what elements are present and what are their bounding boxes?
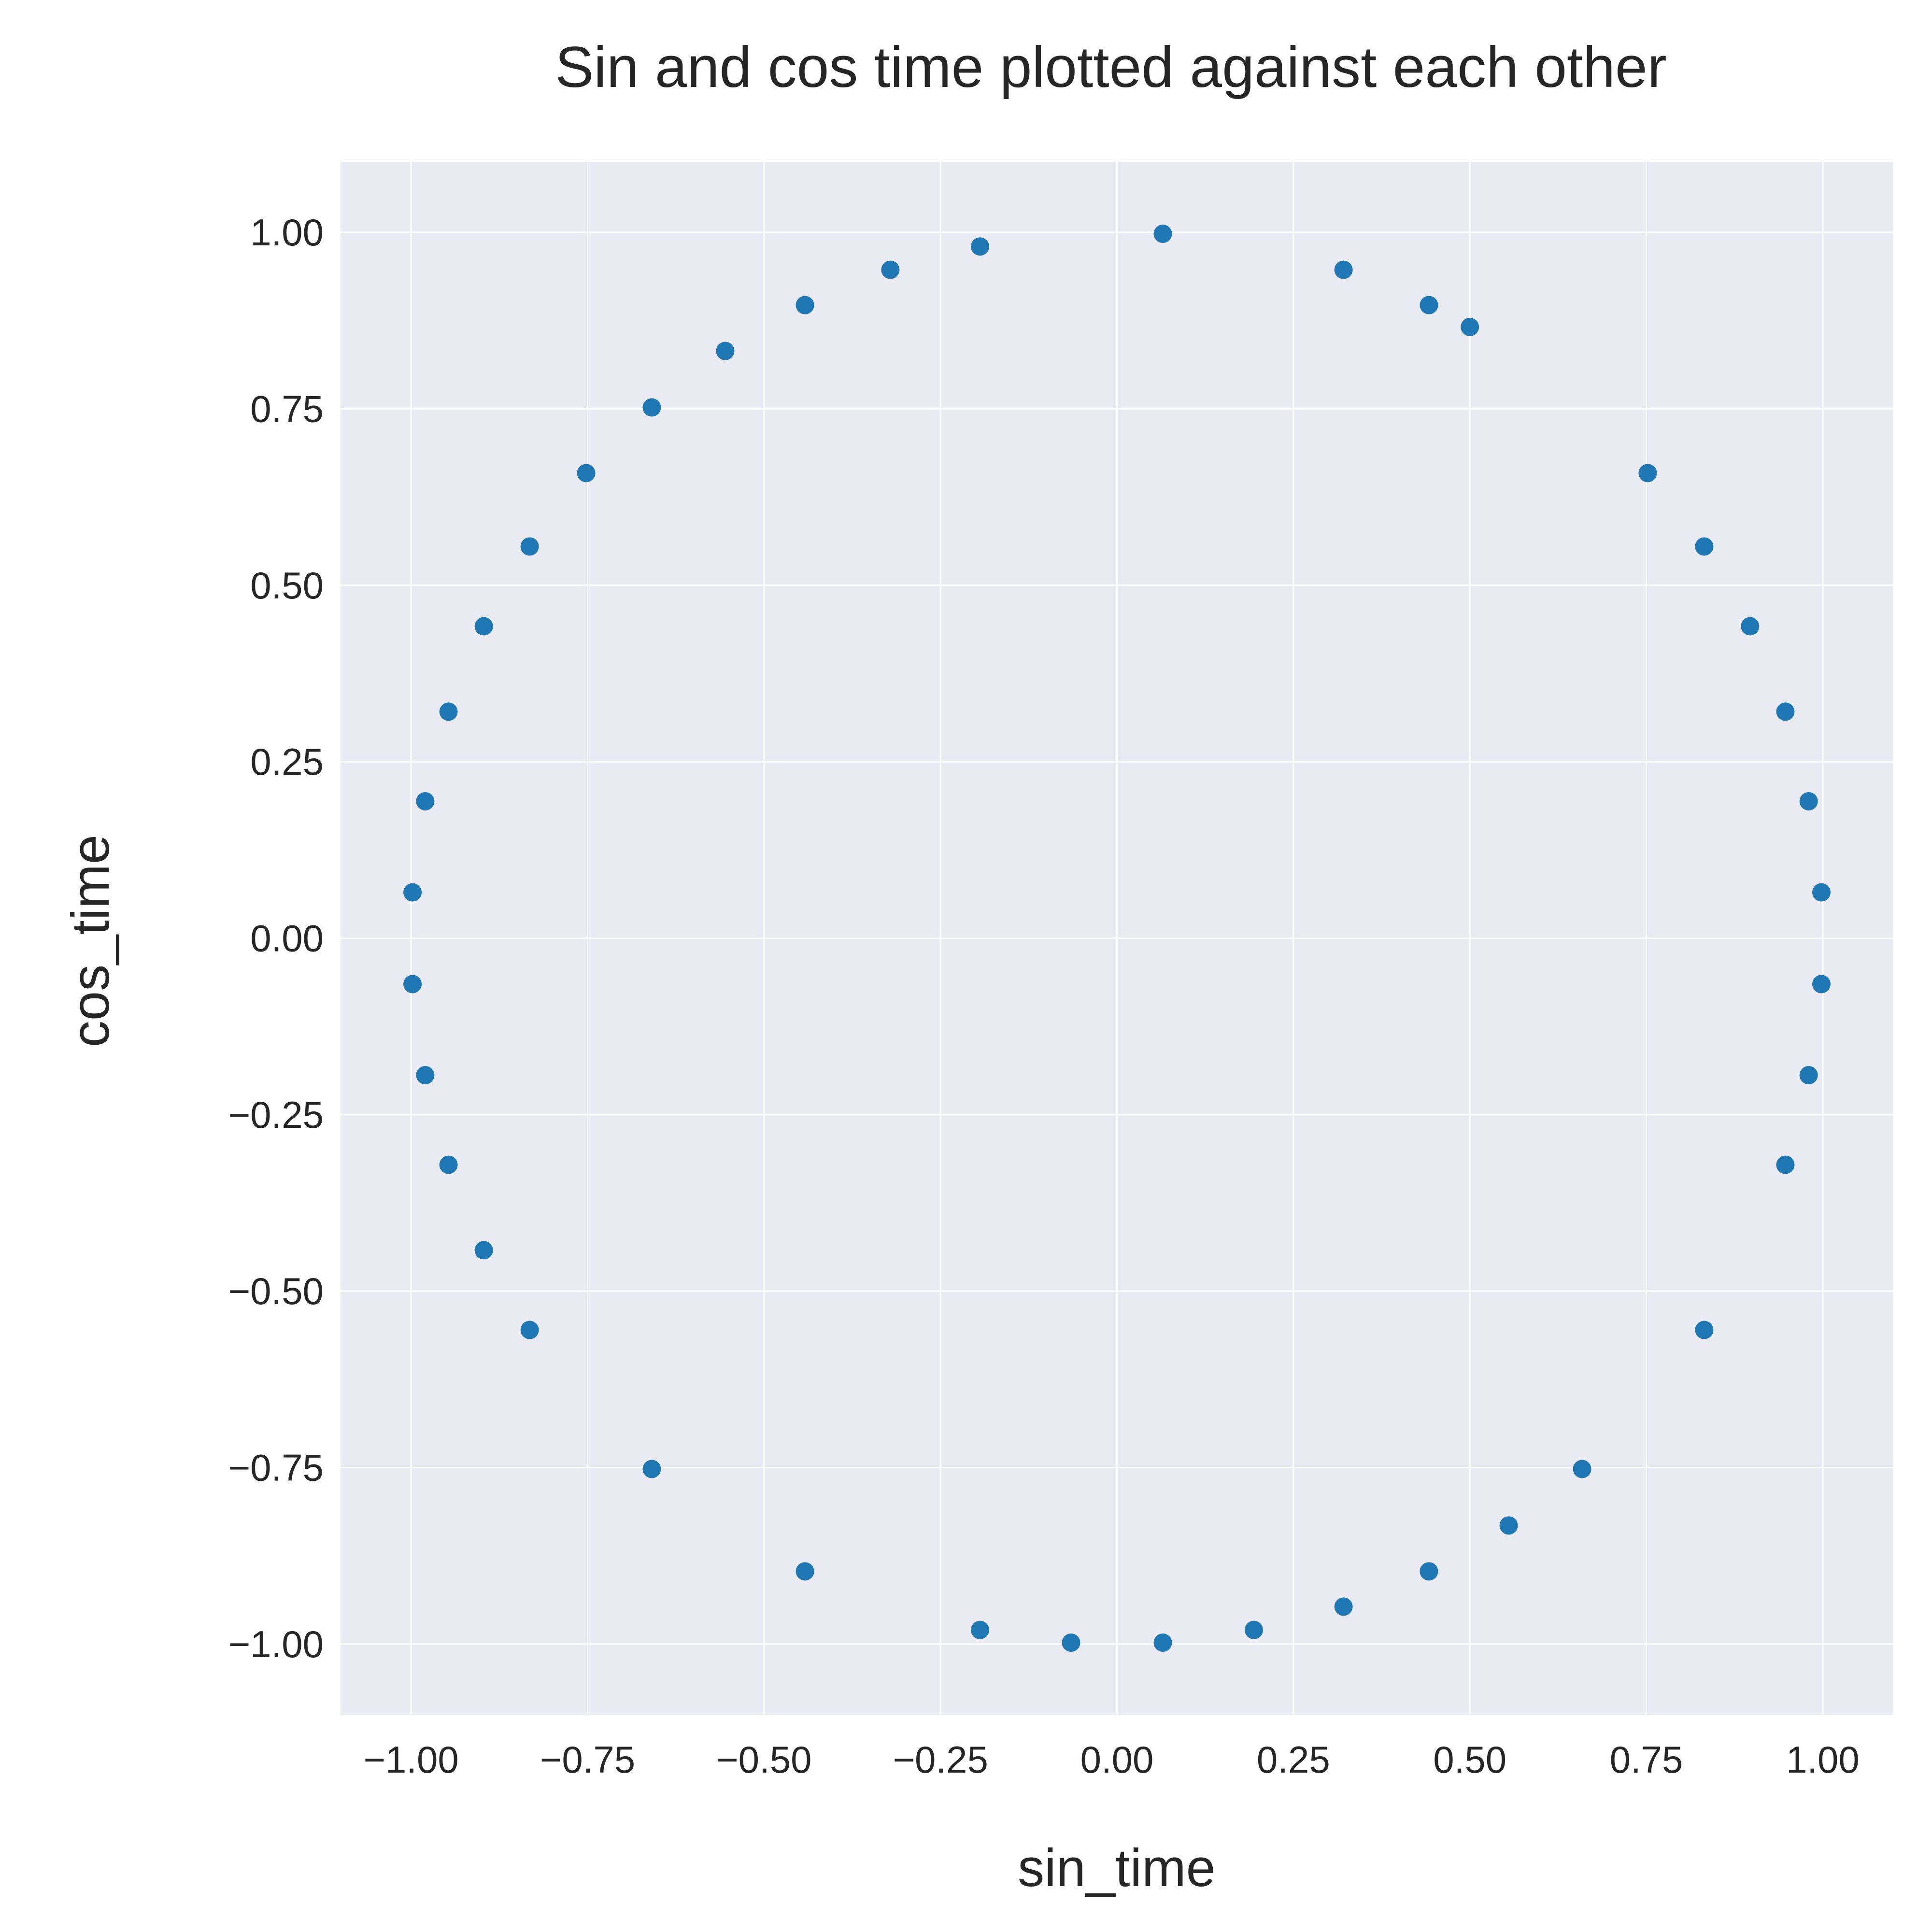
data-point — [1776, 702, 1795, 721]
x-tick-label: 0.00 — [1080, 1738, 1154, 1781]
y-tick-label: 0.25 — [250, 740, 324, 783]
x-tick-label: −1.00 — [363, 1738, 458, 1781]
x-tick-label: 1.00 — [1786, 1738, 1860, 1781]
data-point — [416, 792, 435, 810]
data-point — [1420, 1562, 1438, 1581]
data-point — [403, 883, 422, 902]
data-point — [416, 1066, 435, 1085]
data-points — [403, 225, 1831, 1652]
data-point — [1573, 1460, 1591, 1478]
data-point — [520, 537, 539, 556]
y-tick-label: 0.50 — [250, 564, 324, 607]
data-point — [796, 1562, 814, 1581]
y-axis-ticks: −1.00 −0.75 −0.50 −0.25 0.00 0.25 0.50 0.75 1.00 — [228, 211, 324, 1665]
data-point — [474, 1241, 493, 1260]
y-tick-label: −0.75 — [228, 1447, 324, 1489]
data-point — [1461, 317, 1479, 336]
y-axis-label: cos_time — [61, 835, 120, 1047]
data-point — [577, 464, 596, 483]
data-point — [1812, 975, 1831, 994]
y-tick-label: 0.75 — [250, 387, 324, 430]
y-tick-label: 0.00 — [250, 917, 324, 960]
x-tick-label: −0.50 — [716, 1738, 811, 1781]
y-tick-label: 1.00 — [250, 211, 324, 254]
data-point — [1334, 260, 1353, 279]
data-point — [1799, 792, 1818, 810]
data-point — [1334, 1597, 1353, 1616]
data-point — [1153, 225, 1172, 243]
data-point — [1420, 296, 1438, 314]
data-point — [439, 1155, 458, 1174]
data-point — [1638, 464, 1657, 483]
data-point — [1062, 1633, 1080, 1652]
data-point — [1245, 1620, 1264, 1639]
y-tick-label: −0.25 — [228, 1094, 324, 1136]
data-point — [1499, 1516, 1518, 1535]
data-point — [1812, 883, 1831, 902]
data-point — [642, 1460, 661, 1478]
x-axis-ticks: −1.00 −0.75 −0.50 −0.25 0.00 0.25 0.50 0.75 1.00 — [363, 1738, 1859, 1781]
x-tick-label: 0.50 — [1433, 1738, 1506, 1781]
y-tick-label: −1.00 — [228, 1623, 324, 1665]
data-point — [403, 975, 422, 994]
x-tick-label: 0.25 — [1257, 1738, 1330, 1781]
data-point — [520, 1321, 539, 1339]
data-point — [1799, 1066, 1818, 1085]
data-point — [642, 398, 661, 417]
x-tick-label: −0.75 — [540, 1738, 635, 1781]
grid — [341, 162, 1893, 1715]
y-tick-label: −0.50 — [228, 1270, 324, 1312]
data-point — [881, 260, 900, 279]
data-point — [439, 702, 458, 721]
x-axis-label: sin_time — [1018, 1838, 1216, 1898]
data-point — [474, 617, 493, 636]
data-point — [1741, 617, 1760, 636]
data-point — [1695, 537, 1714, 556]
x-tick-label: 0.75 — [1610, 1738, 1683, 1781]
data-point — [716, 341, 735, 360]
data-point — [970, 1620, 989, 1639]
chart-title: Sin and cos time plotted against each ot… — [555, 35, 1666, 99]
data-point — [1695, 1321, 1714, 1339]
data-point — [1153, 1633, 1172, 1652]
data-point — [1776, 1155, 1795, 1174]
data-point — [796, 296, 814, 314]
data-point — [970, 237, 989, 256]
x-tick-label: −0.25 — [893, 1738, 988, 1781]
